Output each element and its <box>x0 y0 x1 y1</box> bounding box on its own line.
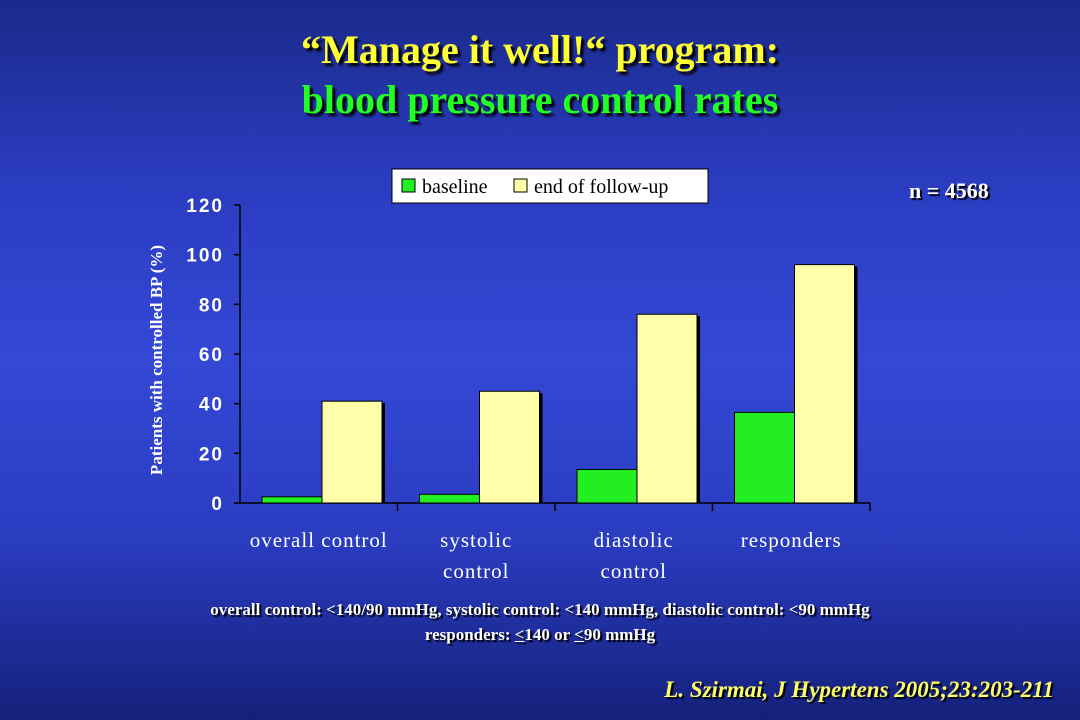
note-responders-middle: 140 or <box>524 625 575 644</box>
y-tick-label: 80 <box>199 295 224 316</box>
x-category-label: control <box>443 559 509 583</box>
x-category-label: responders <box>741 528 842 552</box>
sample-size-label: n = 4568 <box>909 178 989 203</box>
note-leq-symbol-2: < <box>574 625 584 644</box>
note-leq-symbol-1: < <box>514 625 525 644</box>
legend-baseline-label: baseline <box>422 176 488 198</box>
y-tick-label: 0 <box>211 494 224 515</box>
bar-baseline <box>576 468 638 504</box>
legend-followup-label: end of follow-up <box>534 176 668 198</box>
citation: L. Szirmai, J Hypertens 2005;23:203-211 <box>664 677 1054 702</box>
y-tick-label: 120 <box>186 196 224 217</box>
definitions-note-line1: overall control: <140/90 mmHg, systolic … <box>210 600 870 619</box>
bar-baseline <box>261 496 323 504</box>
x-category-label: diastolic <box>594 528 674 552</box>
x-category-label: systolic <box>440 528 512 552</box>
y-tick-label: 20 <box>199 444 224 465</box>
slide-title-line1: “Manage it well!“ program: <box>300 27 780 72</box>
bar-followup <box>636 313 698 504</box>
slide-title-line2: blood pressure control rates <box>301 77 779 122</box>
bar-baseline <box>419 493 480 504</box>
legend-followup-swatch <box>513 178 528 193</box>
y-tick-label: 60 <box>199 345 224 366</box>
y-axis-label: Patients with controlled BP (%) <box>147 245 166 475</box>
x-category-label: control <box>601 559 667 583</box>
x-category-label: overall control <box>250 528 388 552</box>
legend-box <box>391 168 709 204</box>
definitions-note-line2: responders: <140 or <90 mmHg <box>0 625 1080 645</box>
bar-followup <box>321 400 383 504</box>
y-tick-label: 100 <box>186 246 224 267</box>
legend-baseline-swatch <box>401 178 416 193</box>
bar-baseline <box>734 411 795 504</box>
note-responders-suffix: 90 mmHg <box>583 625 656 644</box>
note-responders-prefix: responders: <box>424 625 515 644</box>
bar-followup <box>479 390 540 504</box>
y-tick-label: 40 <box>199 395 224 416</box>
bar-followup <box>794 264 855 504</box>
